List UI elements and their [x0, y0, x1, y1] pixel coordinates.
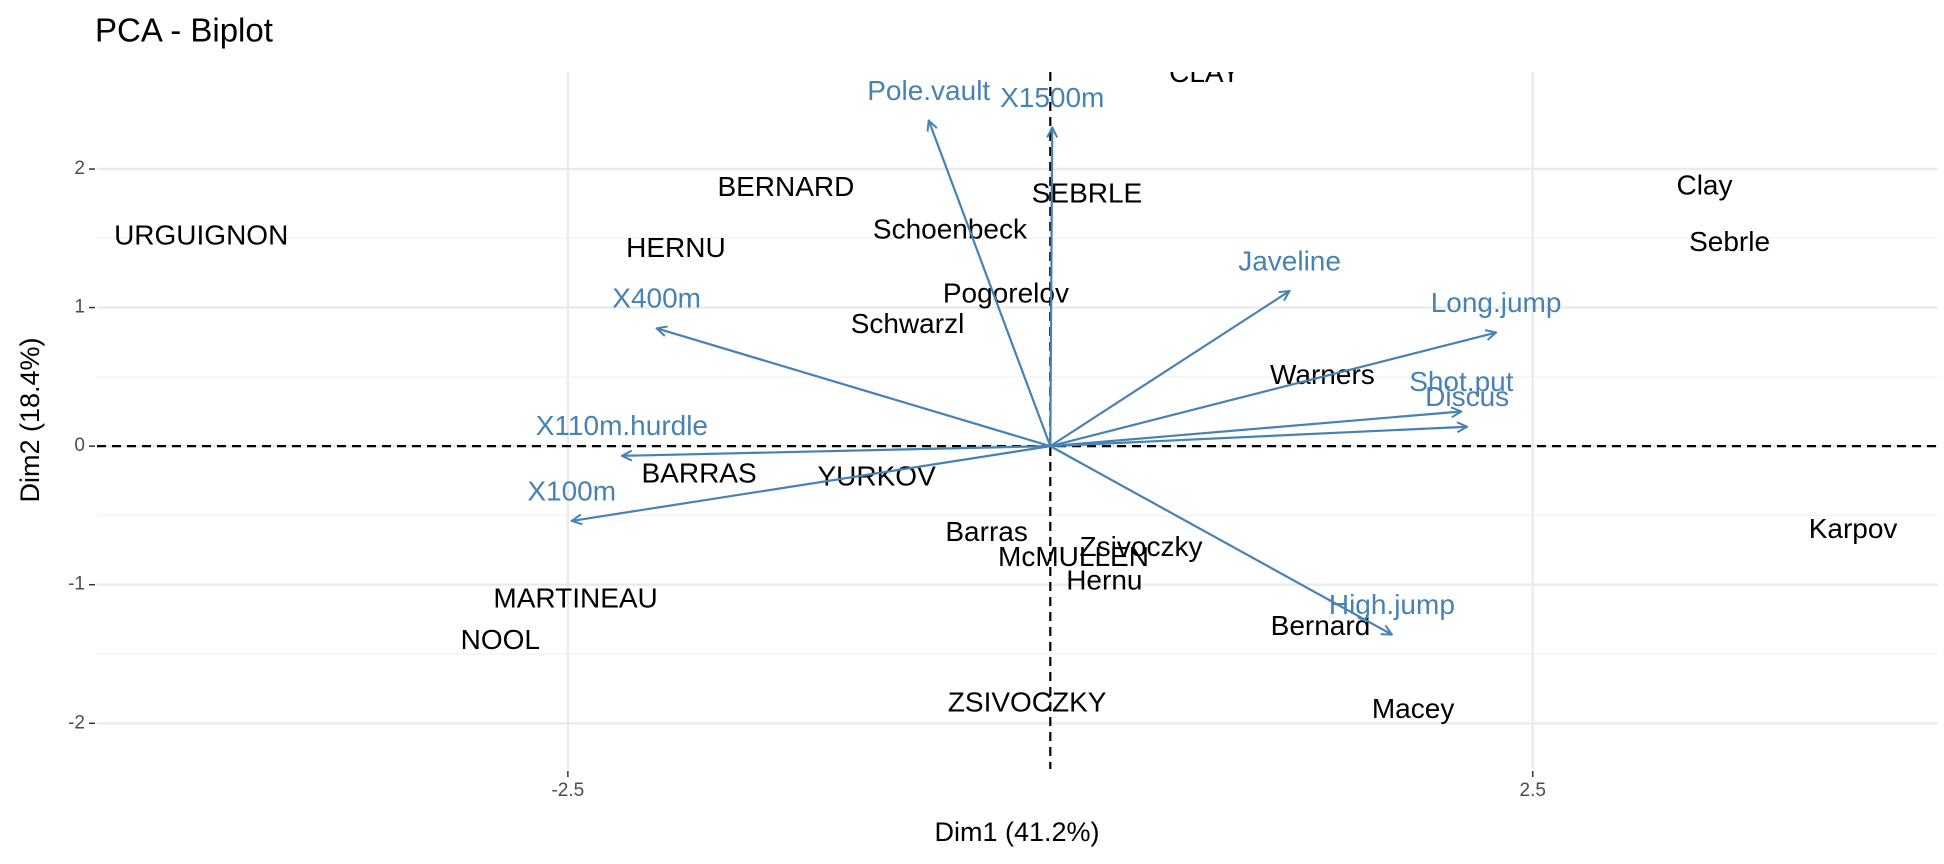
y-axis-title: Dim2 (18.4%) [15, 337, 45, 502]
individual-label: YURKOV [818, 460, 937, 491]
individual-label: Clay [1676, 169, 1732, 200]
x-tick-label: 2.5 [1520, 780, 1546, 801]
individual-label: Karpov [1809, 513, 1898, 544]
variable-arrow [572, 445, 1051, 521]
variable-arrow [1049, 291, 1289, 448]
variable-arrow [1050, 127, 1052, 447]
variable-label: Discus [1425, 381, 1509, 412]
variable-arrow [929, 120, 1052, 447]
individual-label: Schoenbeck [873, 214, 1028, 245]
individual-label: BERNARD [717, 171, 854, 202]
variable-label: Javeline [1238, 245, 1341, 276]
individual-label: CLAY [1169, 57, 1240, 88]
individual-label: BARRAS [642, 458, 757, 489]
individual-label: Hernu [1066, 564, 1142, 595]
individual-label: Macey [1372, 693, 1454, 724]
variable-label: X100m [527, 475, 616, 506]
variable-arrow [657, 328, 1051, 448]
y-tick-label: 0 [74, 435, 85, 456]
individual-label: Barras [945, 516, 1027, 547]
y-tick-label: 2 [74, 158, 85, 179]
grid [97, 72, 1938, 769]
variable-arrow [1049, 445, 1392, 634]
variable-label: Shot.put [1409, 366, 1514, 397]
plot-panel: CLAY BERNARD SEBRLE URGUIGNON HERNU Schoenbec… [97, 57, 1938, 769]
x-axis-title: Dim1 (41.2%) [934, 817, 1099, 847]
y-tick-label: -2 [68, 712, 85, 733]
chart-title: PCA - Biplot [95, 12, 273, 49]
variable-arrow [622, 445, 1051, 456]
individual-label: URGUIGNON [114, 219, 288, 250]
variable-arrow [1050, 411, 1461, 448]
individual-label: Sebrle [1689, 226, 1770, 257]
y-tick-label: 1 [74, 297, 85, 318]
variable-label: X400m [612, 283, 701, 314]
variable-label: High.jump [1329, 589, 1455, 620]
individual-label: NOOL [461, 624, 540, 655]
individual-label: Schwarzl [851, 308, 965, 339]
individual-label: Zsivoczky [1080, 531, 1203, 562]
individual-label: McMULLEN [998, 541, 1149, 572]
individual-label: Pogorelov [943, 277, 1069, 308]
y-tick-label: -1 [68, 574, 85, 595]
variable-label: X1500m [1000, 82, 1104, 113]
x-tick-label: -2.5 [551, 780, 584, 801]
variable-arrow [1050, 333, 1496, 448]
axes: -2 -1 0 1 2 -2.5 2.5 [68, 158, 1546, 801]
individual-label: HERNU [626, 232, 726, 263]
variable-label: Long.jump [1431, 287, 1562, 318]
individual-label: Bernard [1271, 610, 1371, 641]
individual-label: ZSIVOCZKY [948, 686, 1107, 717]
variable-label: Pole.vault [867, 75, 990, 106]
variable-label: X110m.hurdle [536, 410, 708, 441]
individual-label: SEBRLE [1032, 178, 1143, 209]
variable-arrow [1050, 427, 1467, 448]
individual-label: MARTINEAU [493, 582, 657, 613]
